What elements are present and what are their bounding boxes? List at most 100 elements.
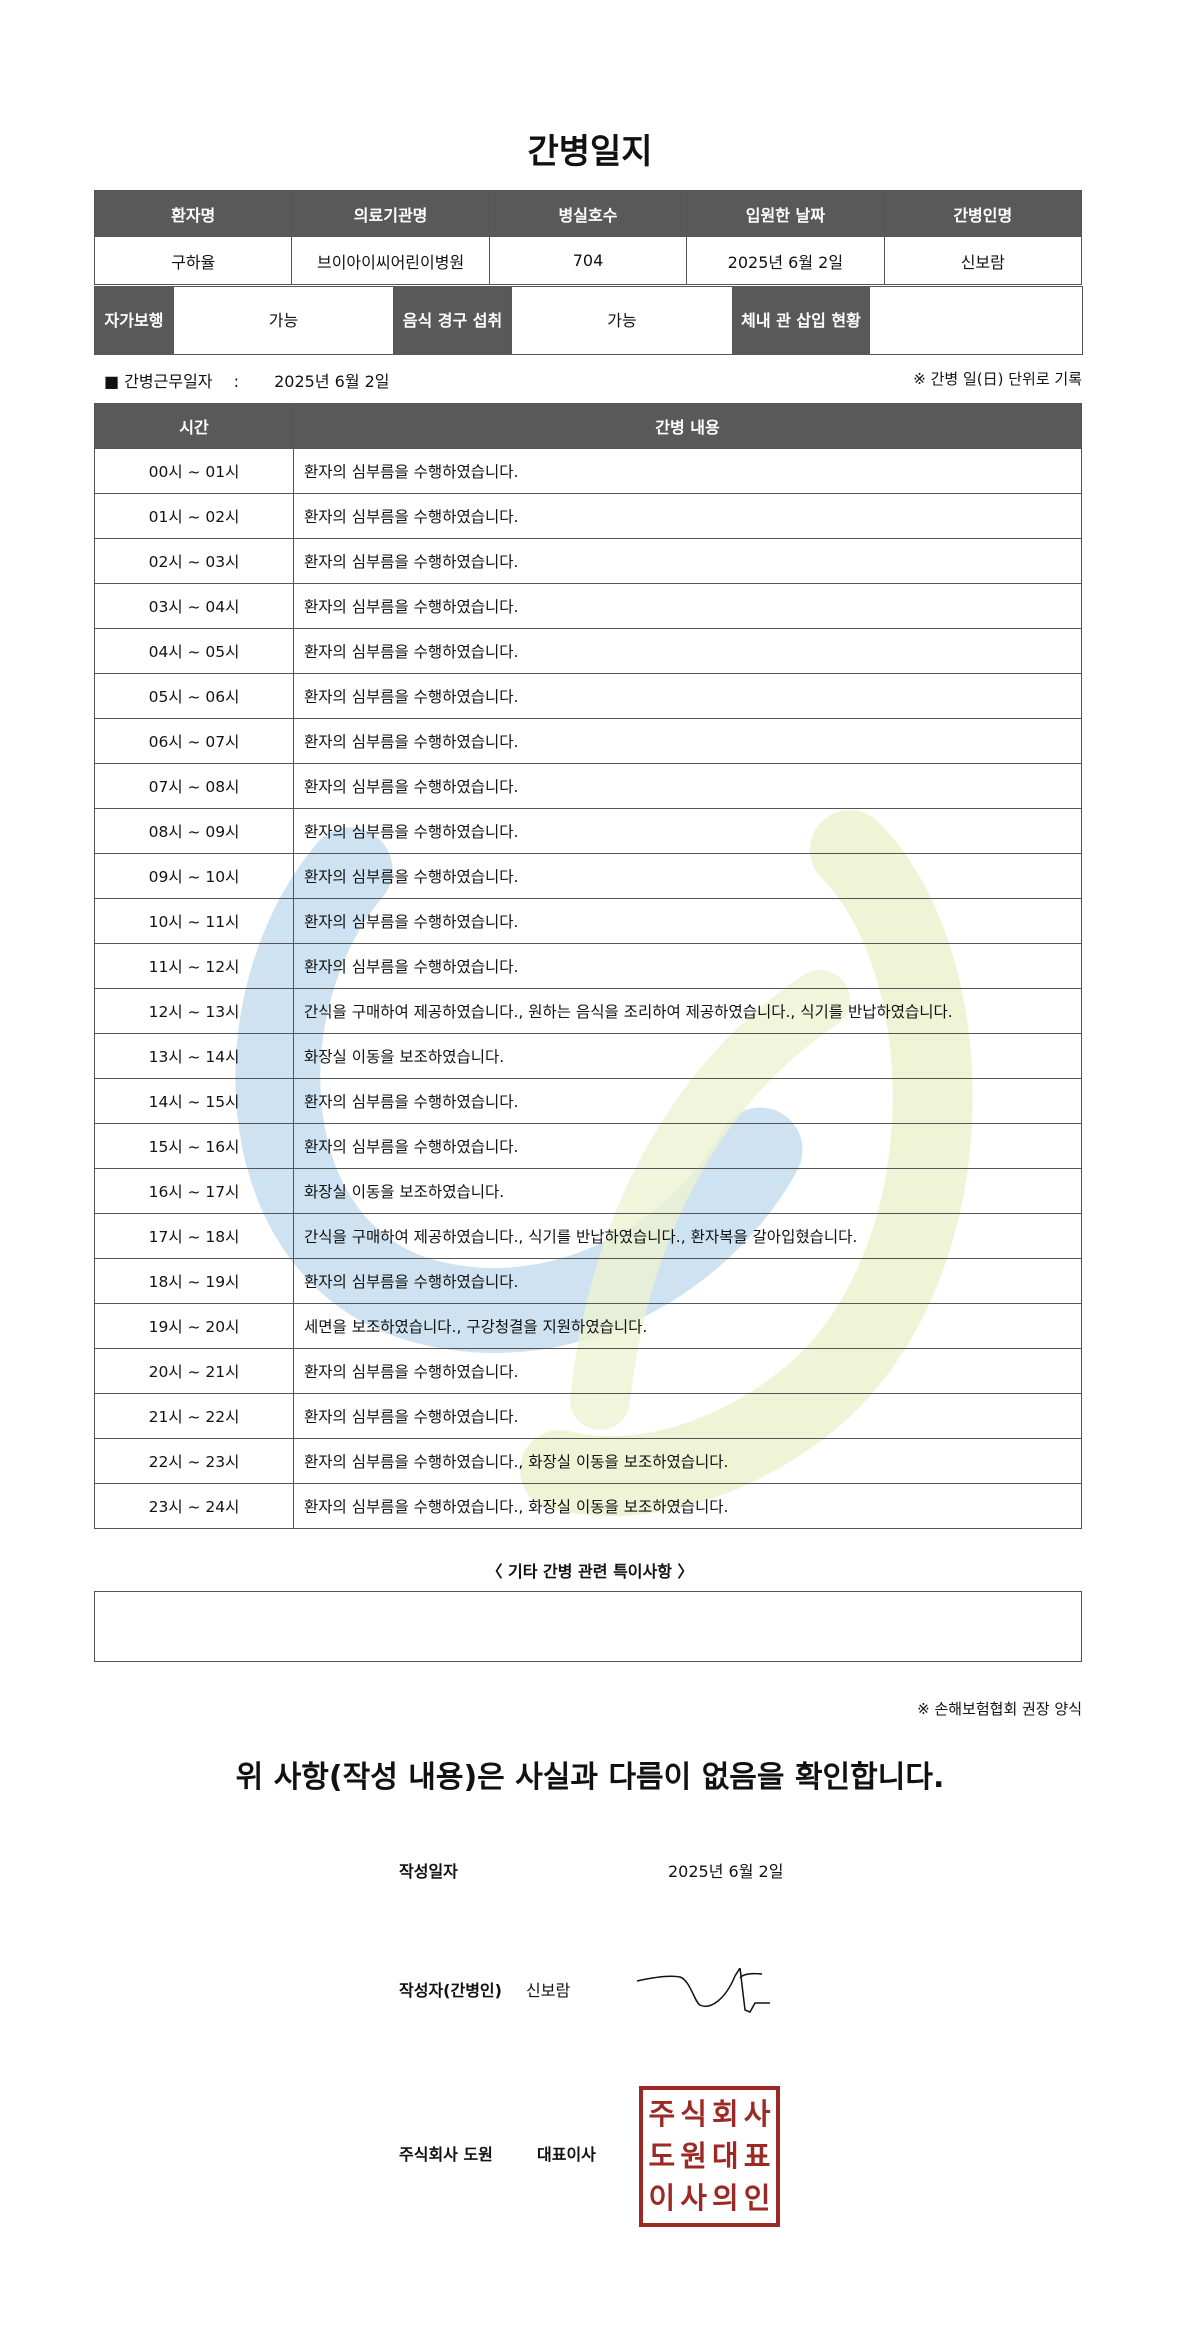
header-admission-date: 입원한 날짜 [686,190,885,237]
work-date-line: ■ 간병근무일자 : 2025년 6월 2일 [104,368,390,392]
log-row: 11시 ~ 12시 환자의 심부름을 수행하였습니다. [94,943,1082,989]
food-value: 가능 [511,286,733,355]
log-row: 13시 ~ 14시 화장실 이동을 보조하였습니다. [94,1033,1082,1079]
writer-label: 작성자(간병인) [399,1981,502,2000]
log-content: 화장실 이동을 보조하였습니다. [293,1033,1082,1079]
log-content: 환자의 심부름을 수행하였습니다. [293,628,1082,674]
stamp-glyph: 식 [680,2096,707,2131]
log-content: 간식을 구매하여 제공하였습니다., 식기를 반납하였습니다., 환자복을 갈아… [293,1213,1082,1259]
log-time: 18시 ~ 19시 [94,1258,294,1304]
caregiver-name: 신보람 [883,236,1083,285]
log-row: 03시 ~ 04시 환자의 심부름을 수행하였습니다. [94,583,1082,629]
log-time: 22시 ~ 23시 [94,1438,294,1484]
work-date-separator: : [233,372,240,391]
log-row: 00시 ~ 01시 환자의 심부름을 수행하였습니다. [94,448,1082,494]
log-content: 환자의 심부름을 수행하였습니다. [293,853,1082,899]
stamp-glyph: 의 [712,2181,739,2216]
page-title: 간병일지 [527,132,653,172]
log-time: 02시 ~ 03시 [94,538,294,584]
company-name: 주식회사 도원 [399,2145,493,2164]
log-time: 21시 ~ 22시 [94,1393,294,1439]
log-content: 환자의 심부름을 수행하였습니다. [293,898,1082,944]
log-time: 01시 ~ 02시 [94,493,294,539]
patient-info-table: 환자명 의료기관명 병실호수 입원한 날짜 간병인명 구하율 브이아이씨어린이병… [93,190,1083,285]
log-time: 17시 ~ 18시 [94,1213,294,1259]
log-content: 세면을 보조하였습니다., 구강청결을 지원하였습니다. [293,1303,1082,1349]
writer-name: 신보람 [526,1981,571,2000]
confirmation-statement: 위 사항(작성 내용)은 사실과 다름이 없음을 확인합니다. [235,1760,945,1795]
log-row: 14시 ~ 15시 환자의 심부름을 수행하였습니다. [94,1078,1082,1124]
log-content: 환자의 심부름을 수행하였습니다. [293,538,1082,584]
special-notes-title: 〈 기타 간병 관련 특이사항 〉 [486,1562,694,1581]
stamp-glyph: 회 [712,2096,739,2131]
log-row: 10시 ~ 11시 환자의 심부름을 수행하였습니다. [94,898,1082,944]
log-time: 12시 ~ 13시 [94,988,294,1034]
log-time: 09시 ~ 10시 [94,853,294,899]
log-time: 14시 ~ 15시 [94,1078,294,1124]
stamp-glyph: 이 [648,2181,676,2216]
log-row: 07시 ~ 08시 환자의 심부름을 수행하였습니다. [94,763,1082,809]
tube-label: 체내 관 삽입 현황 [732,286,870,355]
log-row: 02시 ~ 03시 환자의 심부름을 수행하였습니다. [94,538,1082,584]
association-note: ※ 손해보험협회 권장 양식 [917,1700,1082,1718]
log-content: 환자의 심부름을 수행하였습니다. [293,1078,1082,1124]
log-content: 환자의 심부름을 수행하였습니다. [293,583,1082,629]
write-date-value: 2025년 6월 2일 [668,1862,784,1881]
log-row: 08시 ~ 09시 환자의 심부름을 수행하였습니다. [94,808,1082,854]
log-content: 환자의 심부름을 수행하였습니다. [293,1348,1082,1394]
header-room: 병실호수 [488,190,688,237]
stamp-glyph: 표 [743,2138,771,2173]
log-time: 23시 ~ 24시 [94,1483,294,1529]
log-time: 19시 ~ 20시 [94,1303,294,1349]
walk-label: 자가보행 [94,286,174,355]
stamp-glyph: 사 [743,2096,771,2131]
signature [636,1968,770,2013]
log-time: 10시 ~ 11시 [94,898,294,944]
header-caregiver: 간병인명 [883,190,1083,237]
log-row: 20시 ~ 21시 환자의 심부름을 수행하였습니다. [94,1348,1082,1394]
walk-value: 가능 [173,286,394,355]
stamp-glyph: 인 [743,2181,771,2216]
log-row: 22시 ~ 23시 환자의 심부름을 수행하였습니다., 화장실 이동을 보조하였… [94,1438,1082,1484]
room-number: 704 [488,236,688,285]
log-time: 06시 ~ 07시 [94,718,294,764]
log-row: 19시 ~ 20시 세면을 보조하였습니다., 구강청결을 지원하였습니다. [94,1303,1082,1349]
log-row: 23시 ~ 24시 환자의 심부름을 수행하였습니다., 화장실 이동을 보조하였… [94,1483,1082,1529]
log-content: 환자의 심부름을 수행하였습니다., 화장실 이동을 보조하였습니다. [293,1483,1082,1529]
log-content: 환자의 심부름을 수행하였습니다. [293,448,1082,494]
tube-value [869,286,1083,355]
ceo-label: 대표이사 [537,2145,596,2164]
log-content: 환자의 심부름을 수행하였습니다. [293,673,1082,719]
log-content: 환자의 심부름을 수행하였습니다. [293,1393,1082,1439]
log-row: 04시 ~ 05시 환자의 심부름을 수행하였습니다. [94,628,1082,674]
work-date-label: ■ 간병근무일자 [104,372,213,391]
log-row: 12시 ~ 13시 간식을 구매하여 제공하였습니다., 원하는 음식을 조리하여… [94,988,1082,1034]
log-time: 16시 ~ 17시 [94,1168,294,1214]
log-row: 21시 ~ 22시 환자의 심부름을 수행하였습니다. [94,1393,1082,1439]
hospital-name: 브이아이씨어린이병원 [291,236,490,285]
record-unit-note: ※ 간병 일(日) 단위로 기록 [913,370,1082,388]
log-row: 09시 ~ 10시 환자의 심부름을 수행하였습니다. [94,853,1082,899]
log-content: 환자의 심부름을 수행하였습니다. [293,808,1082,854]
log-row: 17시 ~ 18시 간식을 구매하여 제공하였습니다., 식기를 반납하였습니다.… [94,1213,1082,1259]
stamp-glyph: 대 [712,2138,739,2173]
log-row: 18시 ~ 19시 환자의 심부름을 수행하였습니다. [94,1258,1082,1304]
log-row: 16시 ~ 17시 화장실 이동을 보조하였습니다. [94,1168,1082,1214]
log-content: 환자의 심부름을 수행하였습니다. [293,493,1082,539]
log-time: 13시 ~ 14시 [94,1033,294,1079]
care-log-table: 시간 간병 내용 00시 ~ 01시 환자의 심부름을 수행하였습니다. 01시 ~… [94,403,1082,1529]
log-time: 00시 ~ 01시 [94,448,294,494]
log-time: 20시 ~ 21시 [94,1348,294,1394]
header-hospital: 의료기관명 [291,190,490,237]
header-patient-name: 환자명 [93,190,293,237]
write-date-label: 작성일자 [399,1862,458,1881]
header-time: 시간 [94,403,294,449]
admission-date: 2025년 6월 2일 [686,236,885,285]
log-content: 환자의 심부름을 수행하였습니다. [293,718,1082,764]
log-time: 04시 ~ 05시 [94,628,294,674]
special-notes-box [94,1591,1082,1662]
stamp-glyph: 주 [648,2096,676,2131]
log-content: 환자의 심부름을 수행하였습니다. [293,1123,1082,1169]
log-row: 05시 ~ 06시 환자의 심부름을 수행하였습니다. [94,673,1082,719]
